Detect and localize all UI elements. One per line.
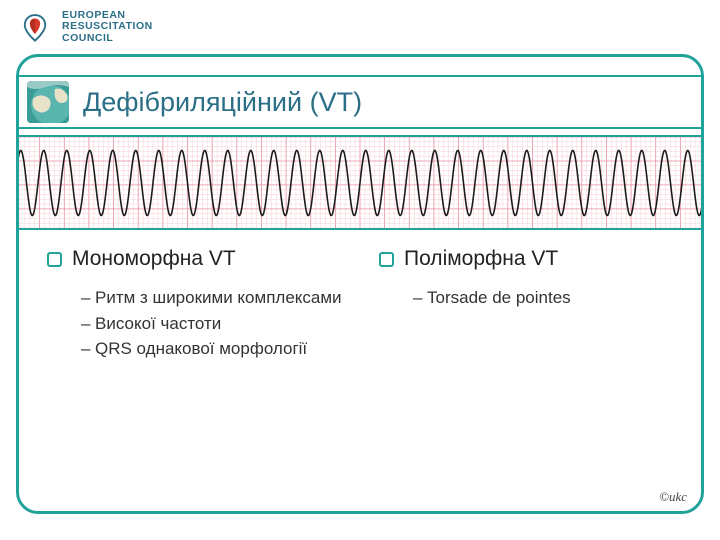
heading-row: Мономорфна VT <box>47 247 349 271</box>
erc-logo-icon <box>18 10 52 44</box>
left-column: Мономорфна VT Ритм з широкими комплексам… <box>47 247 349 362</box>
bullet-square-icon <box>47 252 62 267</box>
right-column: Поліморфна VT Torsade de pointes <box>379 247 681 362</box>
right-heading: Поліморфна VT <box>404 247 558 271</box>
globe-icon <box>27 81 69 123</box>
org-line: RESUSCITATION <box>62 21 153 32</box>
header: EUROPEAN RESUSCITATION COUNCIL <box>0 0 720 50</box>
heading-row: Поліморфна VT <box>379 247 681 271</box>
bullet-square-icon <box>379 252 394 267</box>
ecg-strip <box>16 135 704 230</box>
list-item: Високої частоти <box>81 311 349 337</box>
content-card: Дефібриляційний (VT) Мономорфна VT Ритм … <box>16 54 704 514</box>
slide-title: Дефібриляційний (VT) <box>83 87 362 118</box>
left-sublist: Ритм з широкими комплексамиВисокої часто… <box>47 285 349 362</box>
list-item: QRS однакової морфології <box>81 336 349 362</box>
org-name: EUROPEAN RESUSCITATION COUNCIL <box>62 10 153 43</box>
org-line: COUNCIL <box>62 33 153 44</box>
list-item: Torsade de pointes <box>413 285 681 311</box>
title-bar: Дефібриляційний (VT) <box>16 75 704 129</box>
footer-mark: ©ukc <box>659 489 687 505</box>
left-heading: Мономорфна VT <box>72 247 236 271</box>
right-sublist: Torsade de pointes <box>379 285 681 311</box>
list-item: Ритм з широкими комплексами <box>81 285 349 311</box>
content-columns: Мономорфна VT Ритм з широкими комплексам… <box>47 247 681 362</box>
